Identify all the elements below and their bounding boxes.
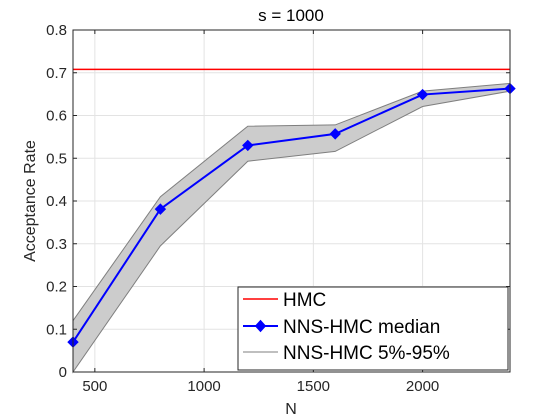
y-tick-label: 0.5	[46, 150, 67, 167]
y-axis-title: Acceptance Rate	[22, 140, 39, 262]
y-tick-label: 0	[59, 364, 67, 381]
y-tick-label: 0.2	[46, 279, 67, 296]
x-tick-label: 2000	[406, 378, 439, 395]
x-tick-label: 1500	[297, 378, 330, 395]
median-point	[242, 139, 254, 152]
x-axis-title: N	[285, 401, 297, 418]
legend: HMC NNS-HMC median NNS-HMC 5%-95%	[237, 286, 509, 371]
series-layer	[67, 68, 516, 348]
legend-label-band: NNS-HMC 5%-95%	[283, 343, 450, 364]
chart-title: s = 1000	[258, 6, 324, 25]
y-tick-label: 0.8	[46, 22, 67, 39]
x-tick-label: 1000	[187, 378, 220, 395]
median-point	[329, 128, 341, 140]
y-tick-label: 0.1	[46, 321, 67, 338]
y-tick-label: 0.6	[46, 108, 67, 125]
legend-swatch-median-marker	[254, 319, 267, 333]
median-point	[154, 203, 167, 215]
ticks: 500 1000 1500 2000 0 0.1 0.2 0.3 0.4 0.5 0.6 0.7 0.8	[46, 22, 510, 395]
x-tick-label: 500	[82, 378, 107, 395]
y-tick-label: 0.4	[46, 193, 67, 210]
legend-box	[237, 286, 509, 371]
y-tick-label: 0.7	[46, 65, 67, 82]
median-point	[416, 88, 429, 101]
median-line	[72, 87, 511, 343]
legend-label-hmc: HMC	[283, 290, 326, 311]
y-tick-label: 0.3	[46, 236, 67, 253]
legend-label-median: NNS-HMC median	[283, 317, 440, 338]
